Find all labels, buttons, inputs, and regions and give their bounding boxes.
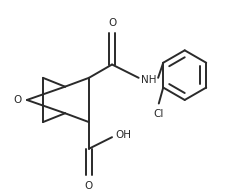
Text: NH: NH bbox=[141, 74, 157, 85]
Text: O: O bbox=[13, 95, 22, 105]
Text: OH: OH bbox=[116, 130, 132, 140]
Text: O: O bbox=[108, 18, 116, 28]
Text: O: O bbox=[85, 181, 93, 191]
Text: Cl: Cl bbox=[154, 109, 164, 119]
